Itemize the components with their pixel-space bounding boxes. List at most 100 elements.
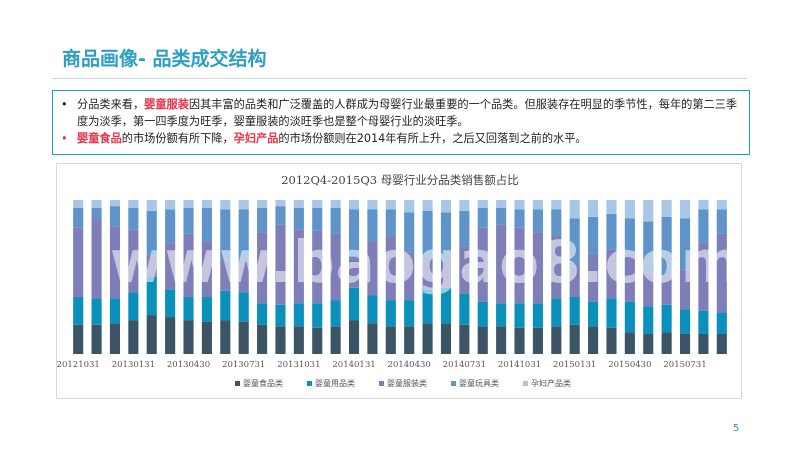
bar-segment-4 bbox=[496, 207, 507, 225]
bar-segment-5 bbox=[477, 200, 488, 208]
bullet: • bbox=[61, 132, 68, 145]
bar-segment-3 bbox=[643, 273, 654, 307]
x-tick-label: 20131031 bbox=[277, 360, 320, 370]
bar-segment-4 bbox=[422, 210, 433, 259]
note-highlight: 孕妇产品 bbox=[233, 132, 279, 145]
bar-segment-3 bbox=[385, 236, 396, 301]
bar-segment-5 bbox=[238, 200, 249, 210]
bar-segment-2 bbox=[109, 298, 121, 324]
bar-segment-2 bbox=[128, 292, 139, 321]
bar-segment-3 bbox=[551, 235, 562, 299]
x-tick-label: 20141031 bbox=[498, 360, 541, 370]
bar-segment-3 bbox=[257, 232, 268, 304]
bar-segment-2 bbox=[220, 290, 231, 321]
bar-segment-2 bbox=[183, 297, 194, 321]
bar-segment-5 bbox=[643, 200, 654, 222]
bar-segment-3 bbox=[348, 258, 360, 288]
bar-segment-1 bbox=[459, 324, 470, 354]
bar-segment-3 bbox=[275, 224, 286, 305]
bar-segment-3 bbox=[569, 266, 580, 298]
bar-segment-5 bbox=[661, 200, 672, 217]
bar-segment-2 bbox=[91, 298, 102, 325]
legend-label-5: 孕妇产品类 bbox=[531, 378, 571, 388]
note-text: 因其丰富的品类和广泛覆盖的人群成为母婴行业最重要的一个品类。但服装存在明显的季节… bbox=[77, 98, 738, 128]
bar-segment-4 bbox=[698, 209, 709, 244]
bar-segment-5 bbox=[496, 200, 507, 208]
legend-swatch-3 bbox=[379, 381, 384, 386]
bar-segment-4 bbox=[201, 207, 212, 242]
bar-segment-3 bbox=[109, 226, 121, 299]
stacked-bar-chart: 2012Q4-2015Q3 母婴行业分品类销售额占比 20121031 201301… bbox=[57, 173, 727, 388]
bar-segment-2 bbox=[440, 287, 452, 324]
bar-segment-3 bbox=[477, 227, 488, 302]
bar-segment-4 bbox=[385, 209, 396, 237]
x-tick-label: 20130430 bbox=[167, 360, 210, 370]
bar-segment-1 bbox=[679, 333, 691, 354]
bar-segment-3 bbox=[183, 233, 194, 298]
bar-segment-1 bbox=[569, 324, 580, 354]
bar-segment-1 bbox=[551, 326, 562, 354]
bar-segment-1 bbox=[716, 333, 727, 354]
bar-segment-1 bbox=[404, 326, 415, 354]
bar-segment-1 bbox=[422, 323, 433, 354]
bar-segment-1 bbox=[165, 317, 176, 354]
bar-segment-2 bbox=[385, 300, 396, 327]
bar-segment-3 bbox=[496, 224, 507, 304]
bar-segment-4 bbox=[367, 209, 378, 242]
bar-segment-4 bbox=[183, 207, 194, 234]
bar-segment-1 bbox=[293, 326, 304, 354]
bar-segment-4 bbox=[257, 207, 268, 233]
bar-segment-1 bbox=[146, 315, 157, 354]
bar-segment-3 bbox=[588, 253, 599, 302]
legend-label-1: 婴童食品类 bbox=[243, 378, 283, 388]
legend-label-2: 婴童用品类 bbox=[315, 378, 355, 388]
x-tick-label: 20150131 bbox=[553, 360, 596, 370]
bar-segment-4 bbox=[128, 207, 139, 230]
bar-segment-4 bbox=[551, 209, 562, 236]
bar-segment-4 bbox=[459, 210, 470, 247]
bar-segment-3 bbox=[716, 233, 727, 313]
bar-segment-4 bbox=[606, 213, 617, 250]
bar-segment-5 bbox=[698, 200, 709, 210]
bar-segment-3 bbox=[91, 218, 102, 299]
bar-segment-2 bbox=[661, 304, 672, 333]
bar-segment-2 bbox=[422, 289, 433, 324]
bar-segment-1 bbox=[275, 326, 286, 354]
legend-label-3: 婴童服装类 bbox=[387, 378, 427, 388]
bar-segment-2 bbox=[404, 300, 415, 327]
bar-segment-5 bbox=[404, 200, 415, 213]
bar-segment-4 bbox=[624, 218, 635, 254]
bar-segment-5 bbox=[220, 200, 231, 210]
bar-segment-1 bbox=[606, 327, 617, 354]
bar-segment-3 bbox=[146, 255, 157, 277]
bar-segment-5 bbox=[514, 200, 525, 210]
bar-segment-2 bbox=[624, 301, 635, 333]
bar-segment-4 bbox=[643, 221, 654, 274]
bar-segment-2 bbox=[201, 297, 212, 322]
bar-segment-2 bbox=[551, 298, 562, 327]
x-tick-label: 20121031 bbox=[57, 360, 100, 370]
bar-segment-3 bbox=[330, 233, 341, 301]
bar-segment-2 bbox=[73, 297, 84, 325]
bar-segment-2 bbox=[477, 301, 488, 327]
bar-segment-5 bbox=[201, 200, 212, 208]
x-tick-label: 20140131 bbox=[332, 360, 375, 370]
bar-segment-4 bbox=[312, 207, 323, 231]
note-highlight: 婴童服装 bbox=[144, 98, 189, 111]
bar-segment-2 bbox=[348, 287, 360, 321]
bar-segment-5 bbox=[312, 200, 323, 208]
chart-title: 2012Q4-2015Q3 母婴行业分品类销售额占比 bbox=[281, 173, 519, 187]
note-1: • 分品类来看，婴童服装因其丰富的品类和广泛覆盖的人群成为母婴行业最重要的一个品… bbox=[61, 96, 741, 130]
bar-segment-5 bbox=[716, 200, 727, 210]
bar-segment-2 bbox=[588, 301, 599, 327]
bar-segment-2 bbox=[698, 310, 709, 334]
bar-segment-4 bbox=[532, 209, 543, 233]
bar-segment-4 bbox=[588, 216, 599, 254]
bar-segment-2 bbox=[238, 292, 249, 322]
bar-segment-1 bbox=[385, 326, 396, 354]
bar-segment-4 bbox=[330, 207, 341, 234]
bar-segment-1 bbox=[109, 323, 121, 354]
legend-swatch-1 bbox=[235, 381, 240, 386]
bar-segment-1 bbox=[348, 320, 360, 354]
x-tick-label: 20130131 bbox=[112, 360, 155, 370]
